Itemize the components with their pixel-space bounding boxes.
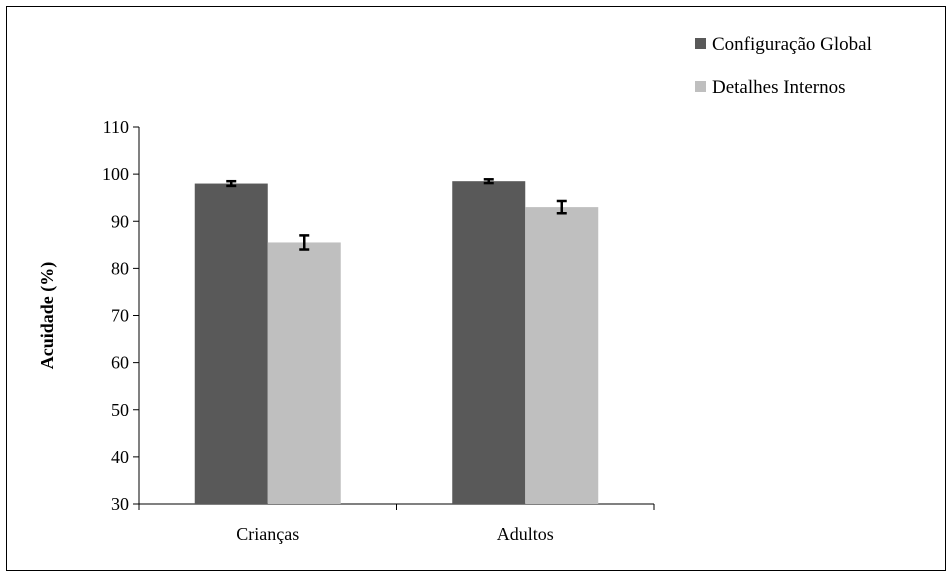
x-tick-label: Crianças <box>236 524 299 544</box>
y-axis-label: Acuidade (%) <box>37 262 58 370</box>
legend-label: Configuração Global <box>712 34 872 55</box>
legend-swatch <box>695 81 706 92</box>
bar <box>267 242 341 505</box>
legend-label: Detalhes Internos <box>712 77 845 98</box>
bar-chart: 30 40 50 60 70 80 90 100 110 Crianças Adultos Conf… <box>37 34 872 544</box>
y-tick-label: 30 <box>111 494 129 514</box>
chart-frame: 30 40 50 60 70 80 90 100 110 Crianças Adultos Conf… <box>6 6 946 571</box>
y-tick-label: 90 <box>111 211 129 231</box>
bars <box>194 181 599 505</box>
y-tick-label: 40 <box>111 447 129 467</box>
y-tick-label: 60 <box>111 353 129 373</box>
x-tick-label: Adultos <box>497 524 554 544</box>
error-bars <box>226 178 567 251</box>
y-tick-label: 110 <box>103 117 129 137</box>
legend-swatch <box>695 38 706 49</box>
bar <box>525 207 599 505</box>
bar <box>194 183 268 505</box>
y-tick-label: 50 <box>111 400 129 420</box>
bar <box>452 181 526 504</box>
y-tick-label: 70 <box>111 306 129 326</box>
y-tick-label: 100 <box>102 164 129 184</box>
y-tick-label: 80 <box>111 258 129 278</box>
legend: Configuração Global Detalhes Internos <box>695 34 872 98</box>
axes: 30 40 50 60 70 80 90 100 110 Crianças Adultos <box>102 117 655 544</box>
